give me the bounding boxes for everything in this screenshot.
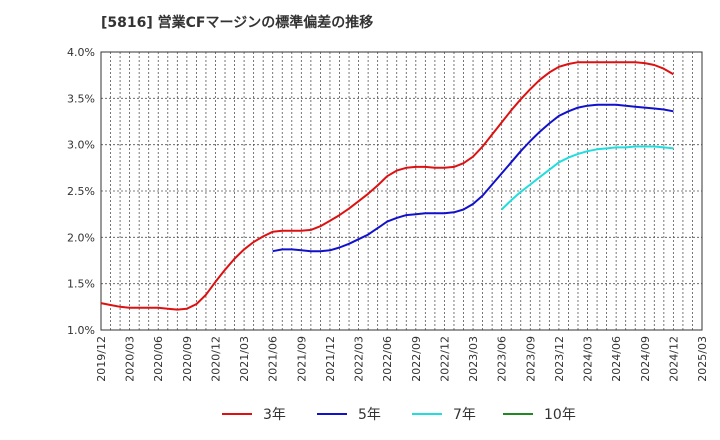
x-tick-label: 2023/12 [553,336,566,382]
x-tick-label: 2020/12 [209,336,222,382]
y-tick-label: 2.5% [67,185,95,198]
x-tick-label: 2022/03 [353,336,366,382]
legend: 3年 5年 7年 10年 [222,407,576,423]
x-tick-label: 2024/06 [610,336,623,382]
x-tick-label: 2020/09 [181,336,194,382]
legend-label: 5年 [358,407,381,423]
x-tick-label: 2022/12 [438,336,451,382]
x-tick-label: 2021/03 [238,336,251,382]
x-tick-label: 2022/06 [381,336,394,382]
x-tick-label: 2023/06 [496,336,509,382]
chart-title: [5816] 営業CFマージンの標準偏差の推移 [101,14,373,31]
x-tick-label: 2023/03 [467,336,480,382]
x-tick-label: 2021/06 [267,336,280,382]
x-tick-label: 2024/12 [667,336,680,382]
x-tick-label: 2020/06 [152,336,165,382]
plot-border [100,51,703,331]
x-tick-label: 2023/09 [524,336,537,382]
legend-label: 7年 [453,407,476,423]
y-axis: 1.0% 1.5% 2.0% 2.5% 3.0% 3.5% 4.0% [67,46,95,337]
y-tick-label: 3.0% [67,139,95,152]
y-tick-label: 1.0% [67,324,95,337]
legend-label: 3年 [263,407,286,423]
series-line-7年 [501,145,674,211]
x-axis: 2019/12 2020/03 2020/06 2020/09 2020/12 2021/… [95,336,709,382]
legend-label: 10年 [544,407,576,423]
y-tick-label: 4.0% [67,46,95,59]
x-tick-label: 2025/03 [696,336,709,382]
plot-area [100,61,674,311]
y-tick-label: 2.0% [67,231,95,244]
x-tick-label: 2024/03 [582,336,595,382]
y-tick-label: 3.5% [67,92,95,105]
x-tick-label: 2019/12 [95,336,108,382]
x-tick-label: 2022/09 [410,336,423,382]
x-tick-label: 2021/09 [295,336,308,382]
x-tick-label: 2020/03 [124,336,137,382]
x-tick-label: 2024/09 [639,336,652,382]
chart-grid [100,51,703,331]
y-tick-label: 1.5% [67,278,95,291]
series-line-3年 [100,61,674,311]
series-line-5年 [272,103,674,253]
x-tick-label: 2021/12 [324,336,337,382]
